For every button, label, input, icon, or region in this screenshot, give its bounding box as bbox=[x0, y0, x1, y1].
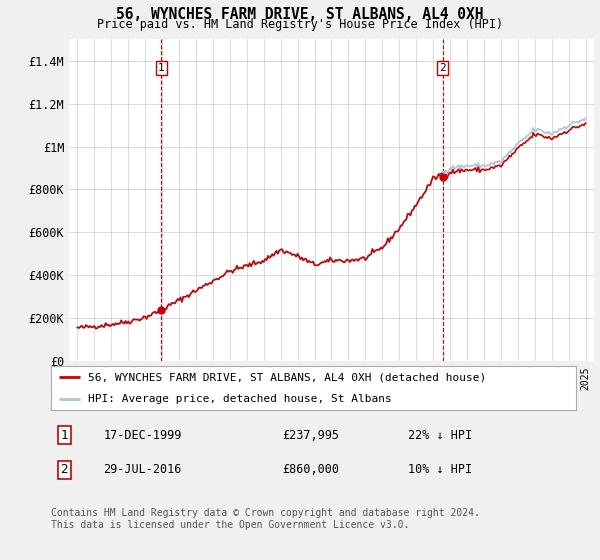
Text: £860,000: £860,000 bbox=[282, 464, 339, 477]
Text: 2: 2 bbox=[61, 464, 68, 477]
Text: 17-DEC-1999: 17-DEC-1999 bbox=[104, 429, 182, 442]
Text: 56, WYNCHES FARM DRIVE, ST ALBANS, AL4 0XH (detached house): 56, WYNCHES FARM DRIVE, ST ALBANS, AL4 0… bbox=[88, 372, 486, 382]
Text: 2: 2 bbox=[439, 63, 446, 73]
Text: 29-JUL-2016: 29-JUL-2016 bbox=[104, 464, 182, 477]
Text: Contains HM Land Registry data © Crown copyright and database right 2024.
This d: Contains HM Land Registry data © Crown c… bbox=[51, 508, 480, 530]
Text: 1: 1 bbox=[61, 429, 68, 442]
Text: 22% ↓ HPI: 22% ↓ HPI bbox=[408, 429, 472, 442]
Text: 1: 1 bbox=[158, 63, 165, 73]
Text: HPI: Average price, detached house, St Albans: HPI: Average price, detached house, St A… bbox=[88, 394, 392, 404]
Text: £237,995: £237,995 bbox=[282, 429, 339, 442]
Text: 10% ↓ HPI: 10% ↓ HPI bbox=[408, 464, 472, 477]
Text: 56, WYNCHES FARM DRIVE, ST ALBANS, AL4 0XH: 56, WYNCHES FARM DRIVE, ST ALBANS, AL4 0… bbox=[116, 7, 484, 22]
Text: Price paid vs. HM Land Registry's House Price Index (HPI): Price paid vs. HM Land Registry's House … bbox=[97, 18, 503, 31]
